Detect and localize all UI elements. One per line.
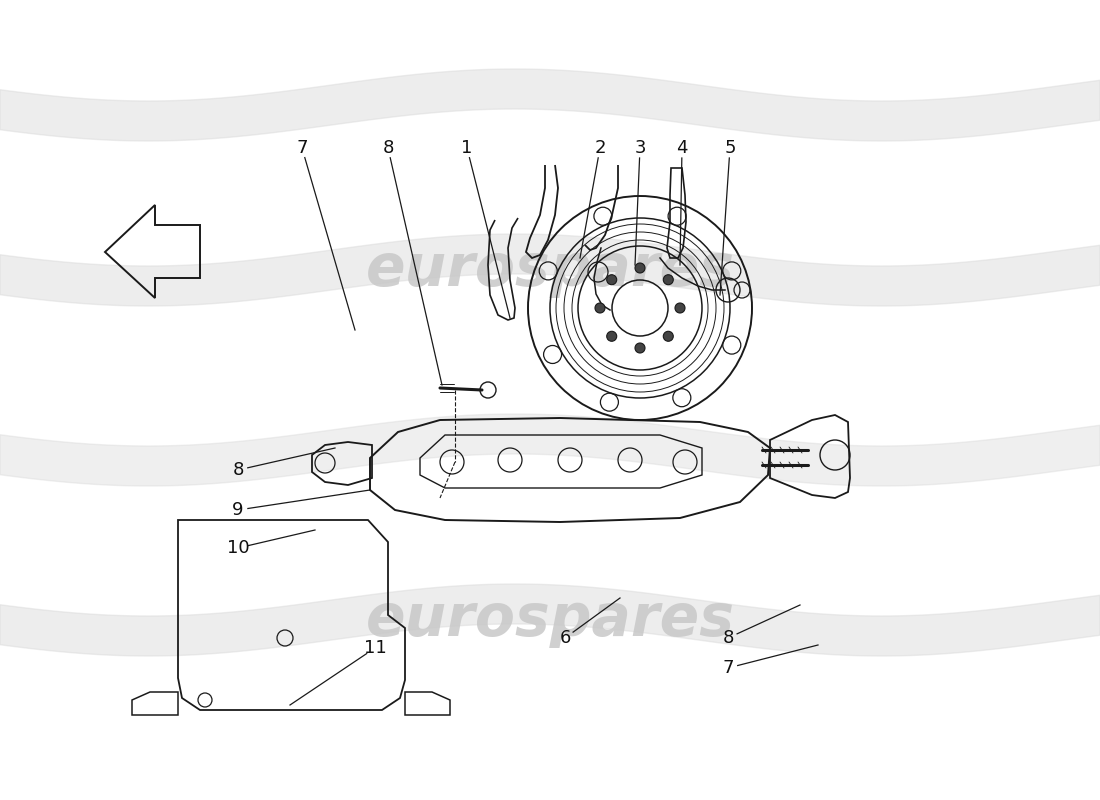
Text: 7: 7 — [296, 139, 308, 157]
Circle shape — [607, 274, 617, 285]
Circle shape — [635, 263, 645, 273]
Circle shape — [663, 274, 673, 285]
Circle shape — [595, 303, 605, 313]
Text: 7: 7 — [723, 659, 734, 677]
Text: eurospares: eurospares — [365, 242, 735, 298]
Text: 2: 2 — [594, 139, 606, 157]
Text: 8: 8 — [383, 139, 394, 157]
Circle shape — [675, 303, 685, 313]
Text: 8: 8 — [232, 461, 244, 479]
Text: eurospares: eurospares — [365, 591, 735, 649]
Text: 8: 8 — [723, 629, 734, 647]
Text: 6: 6 — [559, 629, 571, 647]
Circle shape — [635, 343, 645, 353]
Text: 4: 4 — [676, 139, 688, 157]
Text: 11: 11 — [364, 639, 386, 657]
Text: 9: 9 — [232, 501, 244, 519]
Text: 3: 3 — [635, 139, 646, 157]
Text: 10: 10 — [227, 539, 250, 557]
Circle shape — [607, 331, 617, 342]
Circle shape — [663, 331, 673, 342]
Text: 1: 1 — [461, 139, 473, 157]
Text: 5: 5 — [724, 139, 736, 157]
